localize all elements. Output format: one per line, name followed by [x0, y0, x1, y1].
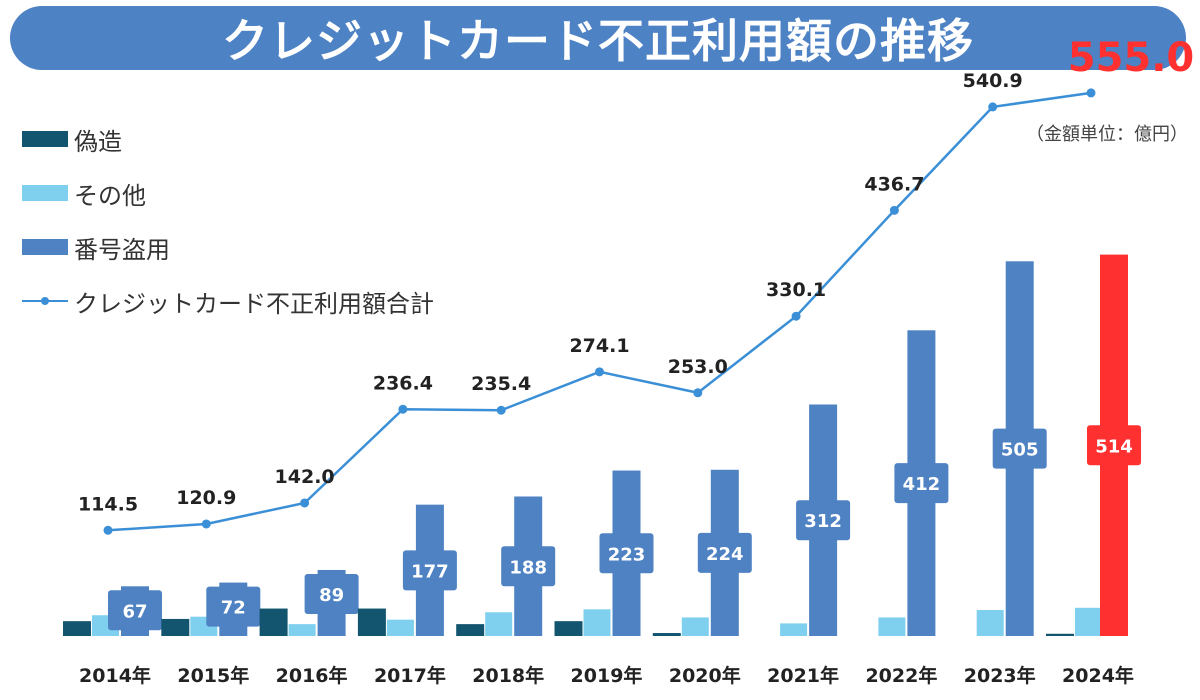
chart-title: クレジットカード不正利用額の推移 — [222, 14, 974, 68]
unit-note: （金額単位：億円） — [1026, 124, 1188, 145]
x-tick-label-2: 2016年 — [276, 664, 348, 687]
line-point-1 — [201, 519, 211, 529]
line-label-total-7: 330.1 — [766, 279, 826, 301]
bar-label-box-9 — [992, 428, 1047, 469]
bar-label-box-1 — [206, 586, 261, 627]
x-tick-label-9: 2023年 — [964, 664, 1036, 687]
bar-other-2 — [288, 624, 316, 636]
bar-label-box-7 — [796, 500, 851, 541]
legend-label-forgery: 偽造 — [74, 127, 122, 156]
x-tick-label-8: 2022年 — [865, 664, 937, 687]
line-point-6 — [693, 388, 703, 398]
bar-label-number-theft-5: 223 — [608, 544, 646, 565]
bar-other-4 — [485, 612, 513, 636]
bar-forgery-5 — [554, 621, 583, 636]
legend-label-number-theft: 番号盗用 — [74, 235, 170, 264]
legend-item-total: クレジットカード不正利用額合計 — [22, 274, 434, 328]
bar-forgery-3 — [357, 608, 386, 636]
legend-swatch-total — [22, 293, 68, 309]
bar-other-3 — [386, 619, 414, 636]
line-point-7 — [791, 311, 801, 321]
legend-swatch-number-theft — [22, 239, 68, 255]
line-point-5 — [595, 367, 604, 377]
bar-label-number-theft-2: 89 — [319, 585, 344, 606]
line-point-10 — [1086, 88, 1096, 98]
legend-item-other: その他 — [22, 166, 434, 220]
bar-forgery-0 — [63, 621, 91, 636]
line-label-total-5: 274.1 — [569, 335, 629, 357]
legend-label-total: クレジットカード不正利用額合計 — [74, 289, 434, 318]
bar-forgery-10 — [1046, 633, 1074, 636]
x-tick-label-3: 2017年 — [374, 664, 446, 687]
bar-other-8 — [878, 617, 906, 636]
x-tick-label-0: 2014年 — [79, 664, 151, 687]
line-label-total-9: 540.9 — [963, 70, 1023, 92]
line-point-2 — [300, 498, 310, 508]
legend-item-number-theft: 番号盗用 — [22, 220, 434, 274]
x-tick-label-4: 2018年 — [472, 664, 544, 687]
legend-swatch-forgery — [22, 131, 68, 147]
bar-other-10 — [1075, 607, 1102, 636]
bar-other-5 — [583, 609, 611, 636]
bar-label-number-theft-8: 412 — [903, 474, 941, 495]
line-label-total-3: 236.4 — [373, 372, 433, 394]
bar-forgery-2 — [259, 608, 288, 636]
bar-forgery-6 — [652, 633, 681, 636]
bar-label-number-theft-0: 67 — [122, 601, 147, 622]
bar-label-box-10 — [1087, 425, 1141, 466]
bar-label-number-theft-4: 188 — [509, 557, 547, 578]
bar-label-number-theft-9: 505 — [1001, 440, 1039, 461]
line-label-total-6: 253.0 — [668, 356, 728, 378]
bar-label-number-theft-10: 514 — [1095, 436, 1133, 457]
line-label-total-8: 436.7 — [864, 173, 924, 195]
x-tick-label-6: 2020年 — [669, 664, 741, 687]
legend-label-other: その他 — [74, 181, 146, 210]
bar-label-box-8 — [894, 463, 949, 504]
x-tick-label-10: 2024年 — [1062, 664, 1134, 687]
line-point-4 — [496, 405, 506, 415]
bar-forgery-1 — [161, 618, 190, 636]
bar-label-number-theft-1: 72 — [221, 598, 246, 619]
bar-other-7 — [780, 623, 808, 636]
x-tick-label-7: 2021年 — [767, 664, 839, 687]
bar-label-box-3 — [402, 550, 457, 591]
line-point-8 — [889, 205, 899, 215]
bar-label-number-theft-3: 177 — [411, 561, 449, 582]
bar-label-box-5 — [599, 533, 654, 574]
line-label-total-4: 235.4 — [471, 373, 531, 395]
line-point-0 — [103, 525, 113, 535]
line-point-3 — [398, 404, 408, 414]
bar-label-number-theft-6: 224 — [706, 544, 744, 565]
line-label-total-0: 114.5 — [78, 493, 138, 515]
line-label-total-1: 120.9 — [176, 487, 236, 509]
legend-item-forgery: 偽造 — [22, 112, 434, 166]
bar-label-box-0 — [108, 590, 162, 631]
line-label-total-10: 555.0 — [1068, 35, 1195, 81]
bar-forgery-4 — [456, 624, 485, 636]
x-tick-label-5: 2019年 — [571, 664, 643, 687]
bar-other-6 — [681, 617, 709, 636]
line-label-total-2: 142.0 — [275, 466, 335, 488]
bar-other-9 — [976, 610, 1004, 636]
title-banner: クレジットカード不正利用額の推移 — [10, 6, 1186, 70]
bar-label-number-theft-7: 312 — [804, 511, 842, 532]
x-tick-label-1: 2015年 — [177, 664, 249, 687]
line-point-9 — [988, 102, 998, 112]
bar-label-box-6 — [697, 532, 752, 573]
bar-label-box-2 — [304, 573, 359, 614]
bar-label-box-4 — [501, 546, 556, 587]
legend: 偽造 その他 番号盗用 クレジットカード不正利用額合計 — [22, 112, 434, 328]
legend-swatch-other — [22, 185, 68, 201]
